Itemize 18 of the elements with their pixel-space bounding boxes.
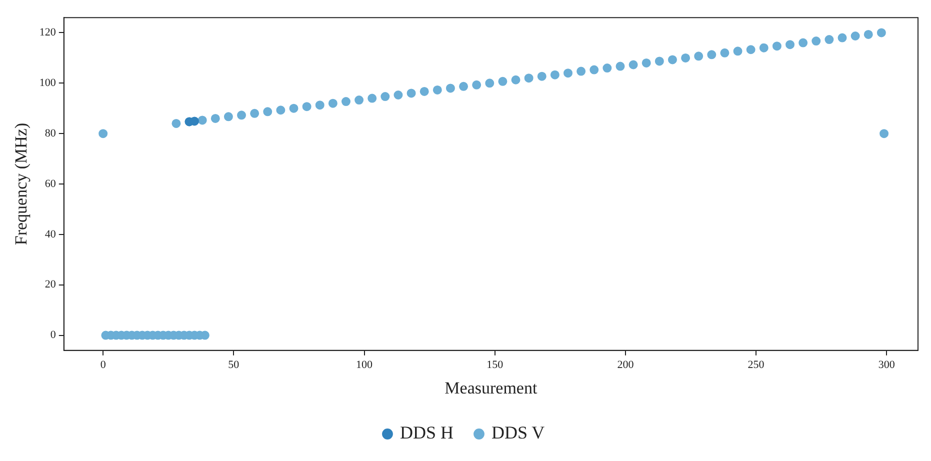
y-tick-label: 40 [44, 228, 56, 240]
legend-label: DDS H [400, 422, 454, 443]
x-tick-label: 150 [486, 358, 504, 371]
y-tick-label: 0 [50, 329, 56, 342]
x-tick-label: 0 [100, 358, 106, 371]
y-tick-label: 100 [39, 77, 56, 90]
x-tick-label: 100 [356, 358, 374, 371]
x-axis-title: Measurement [444, 378, 538, 398]
y-tick-label: 80 [44, 127, 56, 140]
y-tick-label: 60 [44, 178, 56, 190]
legend-label: DDS V [492, 422, 545, 443]
y-axis-title: Frequency (MHz) [12, 122, 31, 246]
x-tick-label: 250 [748, 358, 765, 371]
x-tick-label: 200 [617, 358, 634, 371]
y-tick-label: 120 [39, 26, 56, 39]
x-tick-label: 300 [878, 358, 896, 371]
x-tick-label: 50 [228, 358, 240, 371]
y-tick-label: 20 [44, 278, 56, 291]
